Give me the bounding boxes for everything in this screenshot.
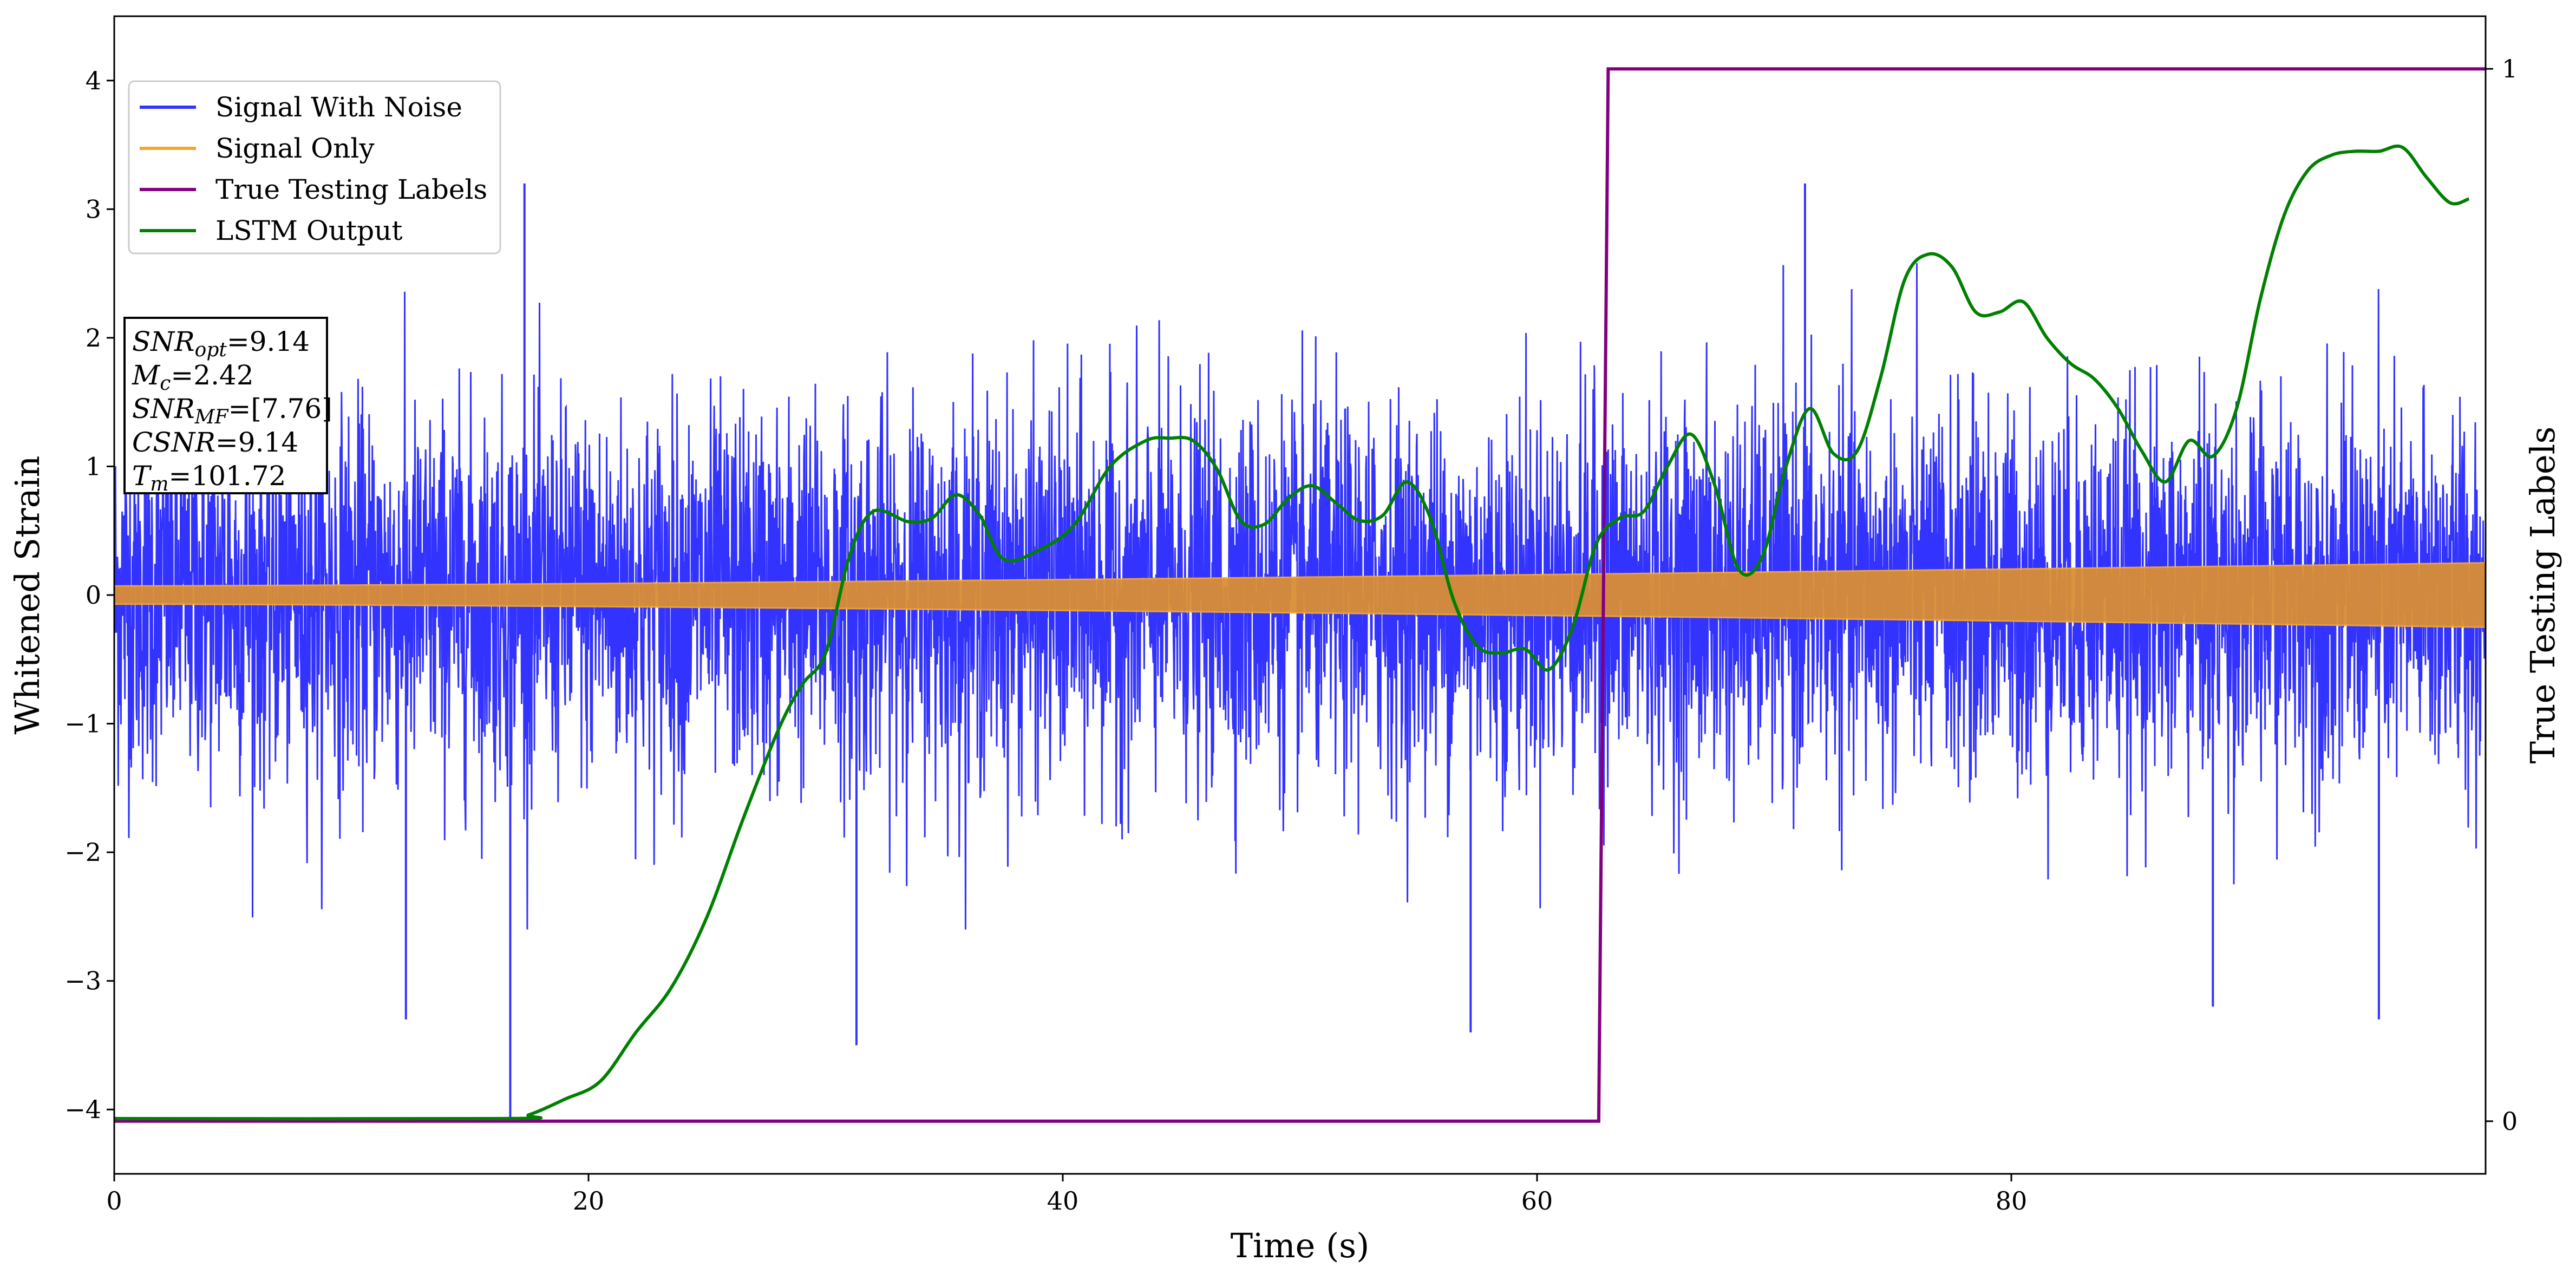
- info-subscript: opt: [195, 339, 227, 361]
- lstm-line: [114, 144, 2470, 1121]
- info-value: =101.72: [169, 460, 286, 492]
- info-line: Mc=2.42: [132, 360, 254, 395]
- y-tick-label: 3: [86, 194, 101, 224]
- legend-label: Signal Only: [215, 133, 375, 164]
- info-value: =9.14: [227, 326, 310, 357]
- x-axis-label: Time (s): [1231, 1226, 1370, 1265]
- info-value: =9.14: [215, 427, 298, 458]
- info-line: CSNR=9.14: [132, 427, 298, 458]
- legend-label: True Testing Labels: [215, 174, 487, 205]
- info-box: [123, 317, 328, 494]
- x-tick-label: 60: [1521, 1186, 1553, 1216]
- noise-line: [113, 263, 2487, 930]
- y-tick-label: −1: [64, 709, 101, 739]
- info-subscript: c: [160, 373, 171, 395]
- y-tick-label: 1: [86, 452, 101, 481]
- info-value: =2.42: [171, 360, 253, 391]
- y-tick-label: 0: [86, 580, 101, 610]
- x-tick-label: 40: [1047, 1186, 1079, 1216]
- legend-label: LSTM Output: [215, 215, 402, 246]
- info-symbol: M: [132, 360, 161, 391]
- info-line: SNRMF=[7.76]: [132, 393, 332, 428]
- legend: Signal With Noise Signal Only True Testing…: [128, 80, 501, 254]
- y-axis-label: Whitened Strain: [8, 456, 47, 735]
- info-symbol: SNR: [132, 393, 195, 424]
- y-tick-label: 4: [86, 66, 101, 95]
- info-symbol: SNR: [132, 326, 195, 357]
- legend-box: [128, 80, 501, 254]
- info-symbol: T: [132, 460, 152, 492]
- info-line: Tm=101.72: [132, 460, 286, 495]
- annotation-box: SNRopt=9.14Mc=2.42SNRMF=[7.76]CSNR=9.14T…: [123, 317, 332, 495]
- info-symbol: CSNR: [132, 427, 215, 458]
- y-tick-label: −4: [64, 1095, 101, 1124]
- info-subscript: m: [150, 473, 168, 495]
- info-subscript: MF: [194, 406, 230, 428]
- signal-with-noise-series: [113, 183, 2487, 1122]
- y-tick-label: −3: [64, 966, 101, 996]
- x-tick-label: 80: [1996, 1186, 2028, 1216]
- labels-line: [114, 67, 2486, 1123]
- lstm-output-series: [114, 144, 2470, 1121]
- true-testing-labels-series: [114, 67, 2486, 1123]
- y-tick-label: 2: [86, 323, 101, 352]
- x-tick-label: 0: [106, 1186, 122, 1216]
- info-value: =[7.76]: [228, 393, 332, 424]
- y2-axis-label: True Testing Labels: [2523, 427, 2562, 764]
- x-tick-label: 20: [573, 1186, 605, 1216]
- legend-label: Signal With Noise: [215, 92, 462, 123]
- y-tick-label: −2: [64, 838, 101, 867]
- y2-tick-label: 0: [2502, 1107, 2518, 1136]
- y2-tick-label: 1: [2502, 54, 2518, 83]
- info-line: SNRopt=9.14: [132, 326, 310, 361]
